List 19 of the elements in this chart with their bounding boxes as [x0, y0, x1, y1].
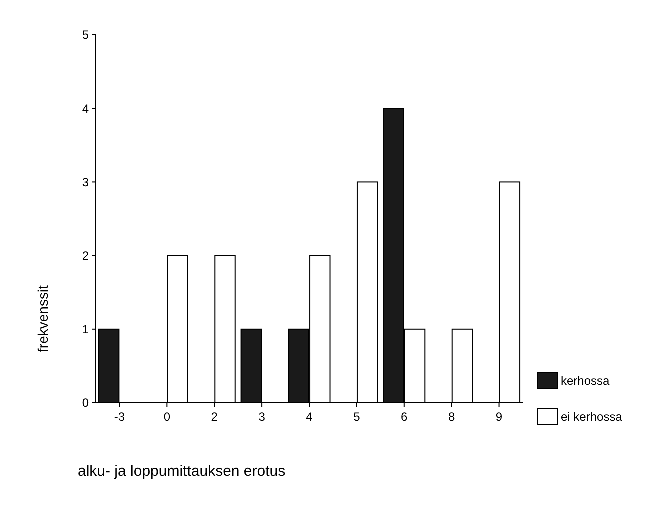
x-tick-label: 4 [306, 410, 314, 424]
x-axis-title: alku- ja loppumittauksen erotus [78, 463, 286, 480]
x-tick-label: 5 [354, 410, 361, 424]
x-tick-label: 6 [401, 410, 408, 424]
y-tick-label: 5 [82, 28, 90, 42]
x-tick-label: 0 [164, 410, 171, 424]
y-axis-title: frekvenssit [35, 285, 51, 352]
x-tick-label: 2 [211, 410, 218, 424]
y-tick-label: 2 [82, 249, 90, 263]
y-tick-label: 3 [82, 175, 90, 190]
x-tick-label: -3 [114, 410, 126, 424]
legend-label: kerhossa [561, 374, 610, 388]
y-tick-label: 4 [82, 102, 90, 116]
x-tick-label: 8 [448, 410, 456, 424]
legend-label: ei kerhossa [561, 410, 623, 424]
y-tick-label: 1 [82, 322, 90, 337]
x-tick-label: 9 [496, 410, 503, 424]
y-tick-label: 0 [82, 396, 90, 410]
x-tick-label: 3 [258, 410, 266, 424]
